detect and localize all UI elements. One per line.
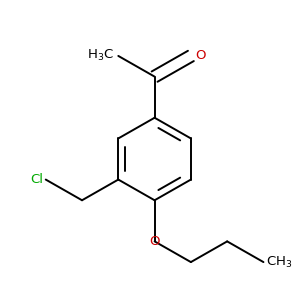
Text: CH$_3$: CH$_3$ [266, 254, 292, 270]
Text: H$_3$C: H$_3$C [87, 48, 114, 64]
Text: O: O [195, 50, 206, 62]
Text: Cl: Cl [30, 173, 43, 186]
Text: O: O [149, 235, 160, 248]
